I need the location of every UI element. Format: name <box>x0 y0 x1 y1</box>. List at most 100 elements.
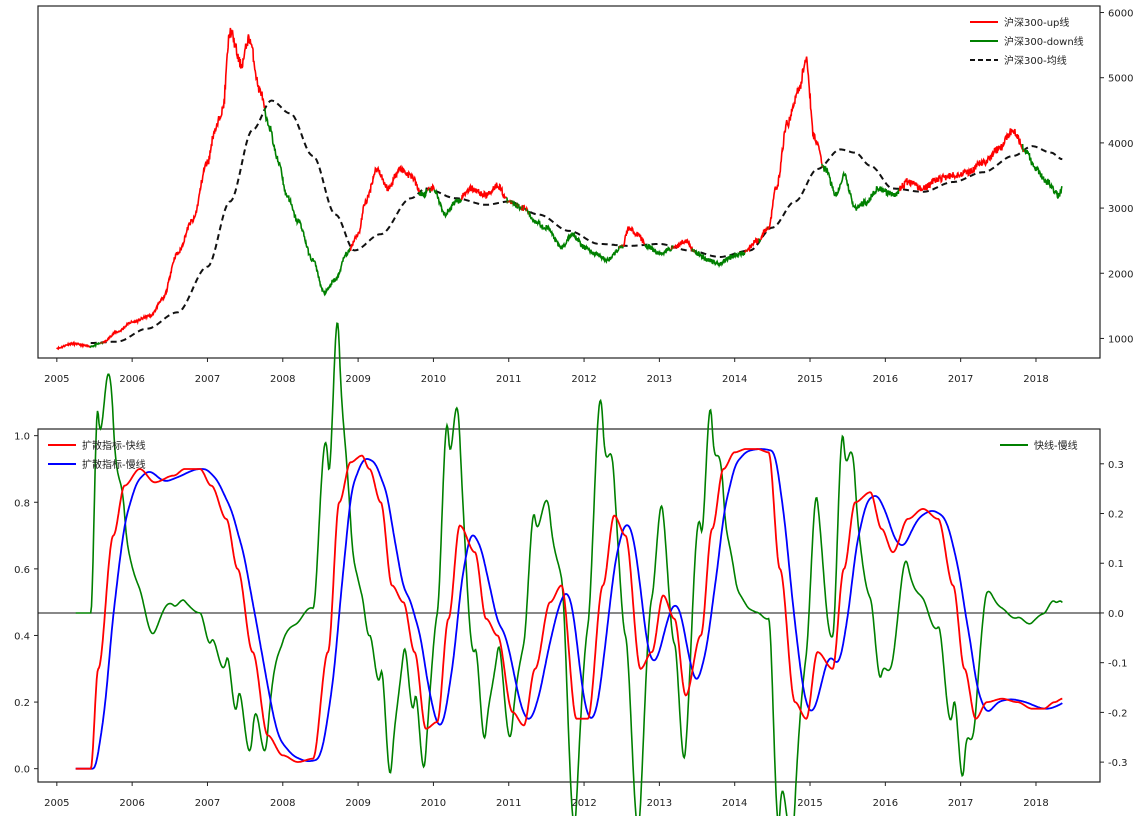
y-tick-label: 1000 <box>1108 334 1133 345</box>
diffusion-plot-area <box>38 322 1100 816</box>
y-tick-label: 6000 <box>1108 9 1133 20</box>
y-right-tick-label: 0.3 <box>1108 460 1124 471</box>
price-up-segment <box>746 237 760 253</box>
x-tick-label: 2006 <box>119 374 144 385</box>
x-tick-label: 2016 <box>873 374 898 385</box>
legend-label-ma: 沪深300-均线 <box>1004 54 1067 67</box>
x-tick-label: 2008 <box>270 374 295 385</box>
price-up-segment <box>460 182 507 200</box>
price-up-segment <box>622 225 646 247</box>
x-tick-label: 2007 <box>195 374 220 385</box>
price-up-segment <box>430 183 435 192</box>
y-left-tick-label: 0.6 <box>14 565 30 576</box>
diffusion-y-axis-left: 0.0 0.2 0.4 0.6 0.8 1.0 <box>14 432 38 776</box>
price-down-segment <box>528 211 621 265</box>
price-down-segment <box>822 164 901 211</box>
price-x-axis: 2005 2006 2007 2008 2009 2010 2011 2012 2013 2014… <box>44 358 1049 385</box>
fast-minus-slow-line <box>75 322 1063 816</box>
x-tick-label: 2014 <box>722 374 747 385</box>
slow-diffusion-line <box>75 448 1063 770</box>
y-right-tick-label: 0.0 <box>1108 609 1124 620</box>
legend-label-slow: 扩散指标-慢线 <box>82 458 146 471</box>
y-right-tick-label: 0.2 <box>1108 510 1124 521</box>
diffusion-x-axis: 2005 2006 2007 2008 2009 2010 2011 2012 2013 2014… <box>44 782 1049 809</box>
y-left-tick-label: 0.2 <box>14 698 30 709</box>
x-tick-label: 2015 <box>797 798 822 809</box>
price-up-segment <box>898 128 1024 192</box>
diffusion-legend-right: 快线-慢线 <box>1000 439 1078 452</box>
price-chart-frame <box>37 5 1101 359</box>
price-down-segment <box>89 341 102 349</box>
x-tick-label: 2010 <box>421 374 446 385</box>
legend-label-up: 沪深300-up线 <box>1004 16 1069 29</box>
price-down-segment <box>694 249 741 269</box>
legend-label-fast: 扩散指标-快线 <box>82 439 146 452</box>
y-right-tick-label: -0.1 <box>1108 659 1128 670</box>
x-tick-label: 2018 <box>1023 798 1048 809</box>
y-tick-label: 5000 <box>1108 74 1133 85</box>
x-tick-label: 2015 <box>797 374 822 385</box>
moving-average-line <box>90 99 1063 344</box>
y-right-tick-label: -0.3 <box>1108 758 1128 769</box>
y-tick-label: 2000 <box>1108 269 1133 280</box>
fast-diffusion-line <box>75 448 1063 770</box>
price-down-segment <box>644 243 673 257</box>
price-down-segment <box>621 244 624 249</box>
price-up-segment <box>56 340 92 351</box>
price-down-segment <box>418 187 429 200</box>
price-down-segment <box>516 202 519 209</box>
price-chart-panel: 2005 2006 2007 2008 2009 2010 2011 2012 2013 2014… <box>37 5 1133 385</box>
x-tick-label: 2016 <box>873 798 898 809</box>
price-down-segment <box>506 197 509 204</box>
price-down-segment <box>101 342 104 345</box>
x-tick-label: 2005 <box>44 798 69 809</box>
legend-label-diff: 快线-慢线 <box>1034 439 1078 452</box>
price-up-segment <box>767 56 823 230</box>
price-down-segment <box>758 238 762 245</box>
price-up-segment <box>427 186 430 191</box>
x-tick-label: 2012 <box>571 798 596 809</box>
y-tick-label: 3000 <box>1108 204 1133 215</box>
diffusion-y-axis-right: -0.3 -0.2 -0.1 0.0 0.1 0.2 0.3 <box>1100 460 1128 769</box>
price-down-segment <box>263 107 352 297</box>
x-tick-label: 2013 <box>647 798 672 809</box>
diffusion-chart-panel: 2005 2006 2007 2008 2009 2010 2011 2012 2013 2014… <box>14 322 1128 816</box>
price-up-segment <box>672 245 675 249</box>
x-tick-label: 2007 <box>195 798 220 809</box>
x-tick-label: 2018 <box>1023 374 1048 385</box>
x-tick-label: 2008 <box>270 798 295 809</box>
price-up-segment <box>103 27 266 344</box>
price-plot-area <box>56 27 1063 351</box>
price-down-segment <box>433 188 463 219</box>
y-left-tick-label: 0.0 <box>14 765 30 776</box>
x-tick-label: 2005 <box>44 374 69 385</box>
price-up-segment <box>760 225 769 241</box>
legend-label-down: 沪深300-down线 <box>1004 35 1084 48</box>
price-up-segment <box>349 164 421 251</box>
diffusion-chart-frame <box>37 428 1101 783</box>
x-tick-label: 2013 <box>647 374 672 385</box>
x-tick-label: 2017 <box>948 374 973 385</box>
price-down-segment <box>1023 148 1063 200</box>
x-tick-label: 2012 <box>571 374 596 385</box>
x-tick-label: 2014 <box>722 798 747 809</box>
price-legend: 沪深300-up线 沪深300-down线 沪深300-均线 <box>970 16 1084 67</box>
diffusion-legend-left: 扩散指标-快线 扩散指标-慢线 <box>48 439 146 471</box>
x-tick-label: 2011 <box>496 798 521 809</box>
y-left-tick-label: 1.0 <box>14 432 30 443</box>
x-tick-label: 2010 <box>421 798 446 809</box>
y-right-tick-label: -0.2 <box>1108 708 1128 719</box>
price-up-segment <box>525 205 529 212</box>
price-down-segment <box>739 250 746 259</box>
x-tick-label: 2017 <box>948 798 973 809</box>
y-left-tick-label: 0.8 <box>14 498 30 509</box>
y-left-tick-label: 0.4 <box>14 631 30 642</box>
y-tick-label: 4000 <box>1108 139 1133 150</box>
price-up-segment <box>673 237 693 252</box>
y-right-tick-label: 0.1 <box>1108 559 1124 570</box>
x-tick-label: 2006 <box>119 798 144 809</box>
x-tick-label: 2011 <box>496 374 521 385</box>
price-y-axis-right: 1000 2000 3000 4000 5000 6000 <box>1100 9 1133 345</box>
price-down-segment <box>512 200 518 208</box>
